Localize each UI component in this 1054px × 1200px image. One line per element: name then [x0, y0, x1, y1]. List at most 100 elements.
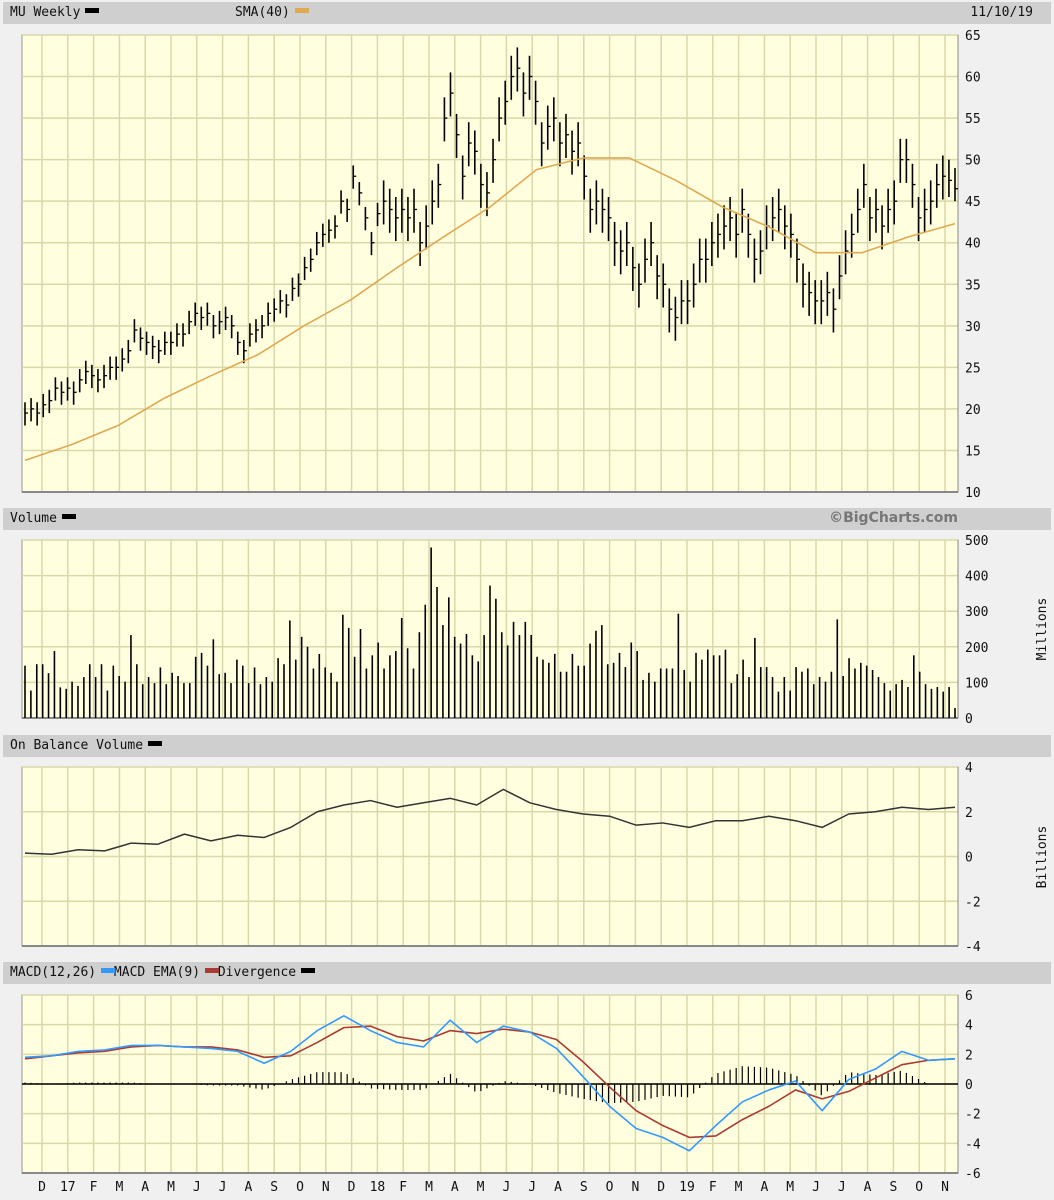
x-tick-label: A — [864, 1180, 872, 1195]
x-tick-label: J — [219, 1180, 227, 1195]
volume-y-tick-label: 0 — [965, 712, 973, 727]
x-tick-label: S — [270, 1180, 278, 1195]
obv-y-tick-label: 0 — [965, 851, 973, 866]
obv-legend: On Balance Volume — [10, 738, 163, 753]
obv-panel-header: On Balance Volume — [3, 735, 1051, 757]
macd-plot-area — [21, 994, 959, 1174]
x-tick-label: A — [451, 1180, 459, 1195]
x-tick-label: D — [348, 1180, 356, 1195]
macd-y-tick-label: 4 — [965, 1019, 973, 1034]
macd-y-tick-label: 0 — [965, 1078, 973, 1093]
x-tick-label: N — [941, 1180, 949, 1195]
x-tick-label: O — [296, 1180, 304, 1195]
volume-y-tick-label: 300 — [965, 605, 988, 620]
price-y-tick-label: 20 — [965, 403, 981, 418]
volume-y-tick-label: 200 — [965, 641, 988, 656]
x-tick-label: S — [889, 1180, 897, 1195]
price-y-tick-label: 40 — [965, 237, 981, 252]
price-y-tick-label: 65 — [965, 29, 981, 44]
macd-y-tick-label: -4 — [965, 1137, 981, 1152]
x-tick-label: M — [425, 1180, 433, 1195]
x-tick-label: J — [528, 1180, 536, 1195]
x-tick-label: M — [115, 1180, 123, 1195]
x-tick-label: J — [193, 1180, 201, 1195]
volume-y-tick-label: 100 — [965, 676, 988, 691]
macd-y-tick-label: -6 — [965, 1167, 981, 1182]
macd-label: MACD(12,26) — [10, 965, 97, 980]
price-y-tick-label: 50 — [965, 154, 981, 169]
x-tick-label: O — [915, 1180, 923, 1195]
x-tick-label: M — [735, 1180, 743, 1195]
x-tick-label: O — [606, 1180, 614, 1195]
x-tick-label: M — [477, 1180, 485, 1195]
obv-swatch-icon — [148, 741, 163, 746]
x-tick-label: A — [244, 1180, 252, 1195]
price-y-tick-label: 15 — [965, 444, 981, 459]
sma-swatch-icon — [294, 8, 309, 13]
volume-plot-area — [21, 539, 959, 719]
x-tick-label: M — [786, 1180, 794, 1195]
price-panel-header: MU Weekly SMA(40) 11/10/19 — [3, 2, 1051, 24]
price-y-tick-label: 55 — [965, 112, 981, 127]
sma-line — [24, 157, 956, 462]
x-tick-label: F — [709, 1180, 717, 1195]
price-plot-area — [21, 34, 959, 493]
x-tick-label: 17 — [60, 1180, 76, 1195]
volume-title: Volume — [10, 511, 57, 526]
macd-panel-header: MACD(12,26) MACD EMA(9) Divergence — [3, 962, 1051, 984]
x-tick-label: F — [90, 1180, 98, 1195]
sma-label: SMA(40) — [235, 5, 290, 20]
macd-y-tick-label: -2 — [965, 1108, 981, 1123]
divergence-swatch-icon — [301, 968, 316, 973]
volume-swatch-icon — [61, 514, 76, 519]
price-y-tick-label: 45 — [965, 195, 981, 210]
x-tick-label: 19 — [679, 1180, 695, 1195]
price-legend: MU Weekly — [10, 5, 100, 20]
macd-legend: MACD(12,26) MACD EMA(9) Divergence — [10, 965, 316, 980]
ema-label: MACD EMA(9) — [113, 965, 201, 980]
x-tick-label: S — [580, 1180, 588, 1195]
ema-swatch-icon — [205, 968, 220, 973]
x-tick-label: D — [38, 1180, 46, 1195]
x-tick-label: M — [167, 1180, 175, 1195]
chart-date: 11/10/19 — [970, 5, 1033, 20]
x-tick-label: J — [502, 1180, 510, 1195]
macd-line — [24, 1014, 956, 1152]
x-tick-label: F — [399, 1180, 407, 1195]
bigcharts-credit: ©BigCharts.com — [829, 510, 958, 526]
obv-y-tick-label: 2 — [965, 806, 973, 821]
volume-y-tick-label: 400 — [965, 570, 988, 585]
obv-line — [24, 788, 956, 856]
price-swatch-icon — [85, 8, 100, 13]
x-tick-label: A — [554, 1180, 562, 1195]
price-y-tick-label: 10 — [965, 486, 981, 501]
divergence-label: Divergence — [217, 965, 297, 980]
macd-y-tick-label: 6 — [965, 989, 973, 1004]
macd-y-tick-label: 2 — [965, 1048, 973, 1063]
volume-panel-header: Volume ©BigCharts.com — [3, 508, 1051, 530]
price-y-tick-label: 35 — [965, 278, 981, 293]
obv-y-tick-label: -2 — [965, 895, 981, 910]
x-tick-label: A — [760, 1180, 768, 1195]
price-y-tick-label: 60 — [965, 71, 981, 86]
x-tick-label: N — [631, 1180, 639, 1195]
sma-legend: SMA(40) — [235, 5, 309, 20]
volume-unit-label: Millions — [1035, 598, 1050, 661]
volume-legend: Volume — [10, 511, 76, 526]
x-tick-label: 18 — [370, 1180, 386, 1195]
obv-unit-label: Billions — [1035, 826, 1050, 889]
obv-y-tick-label: 4 — [965, 761, 973, 776]
x-tick-label: J — [838, 1180, 846, 1195]
x-tick-label: N — [322, 1180, 330, 1195]
x-tick-label: J — [812, 1180, 820, 1195]
macd-swatch-icon — [101, 968, 116, 973]
obv-y-tick-label: -4 — [965, 940, 981, 955]
macd-ema-line — [24, 1025, 956, 1139]
obv-title: On Balance Volume — [10, 738, 144, 753]
price-y-tick-label: 30 — [965, 320, 981, 335]
x-tick-label: A — [141, 1180, 149, 1195]
volume-y-tick-label: 500 — [965, 534, 988, 549]
price-y-tick-label: 25 — [965, 361, 981, 376]
obv-plot-area — [21, 766, 959, 947]
